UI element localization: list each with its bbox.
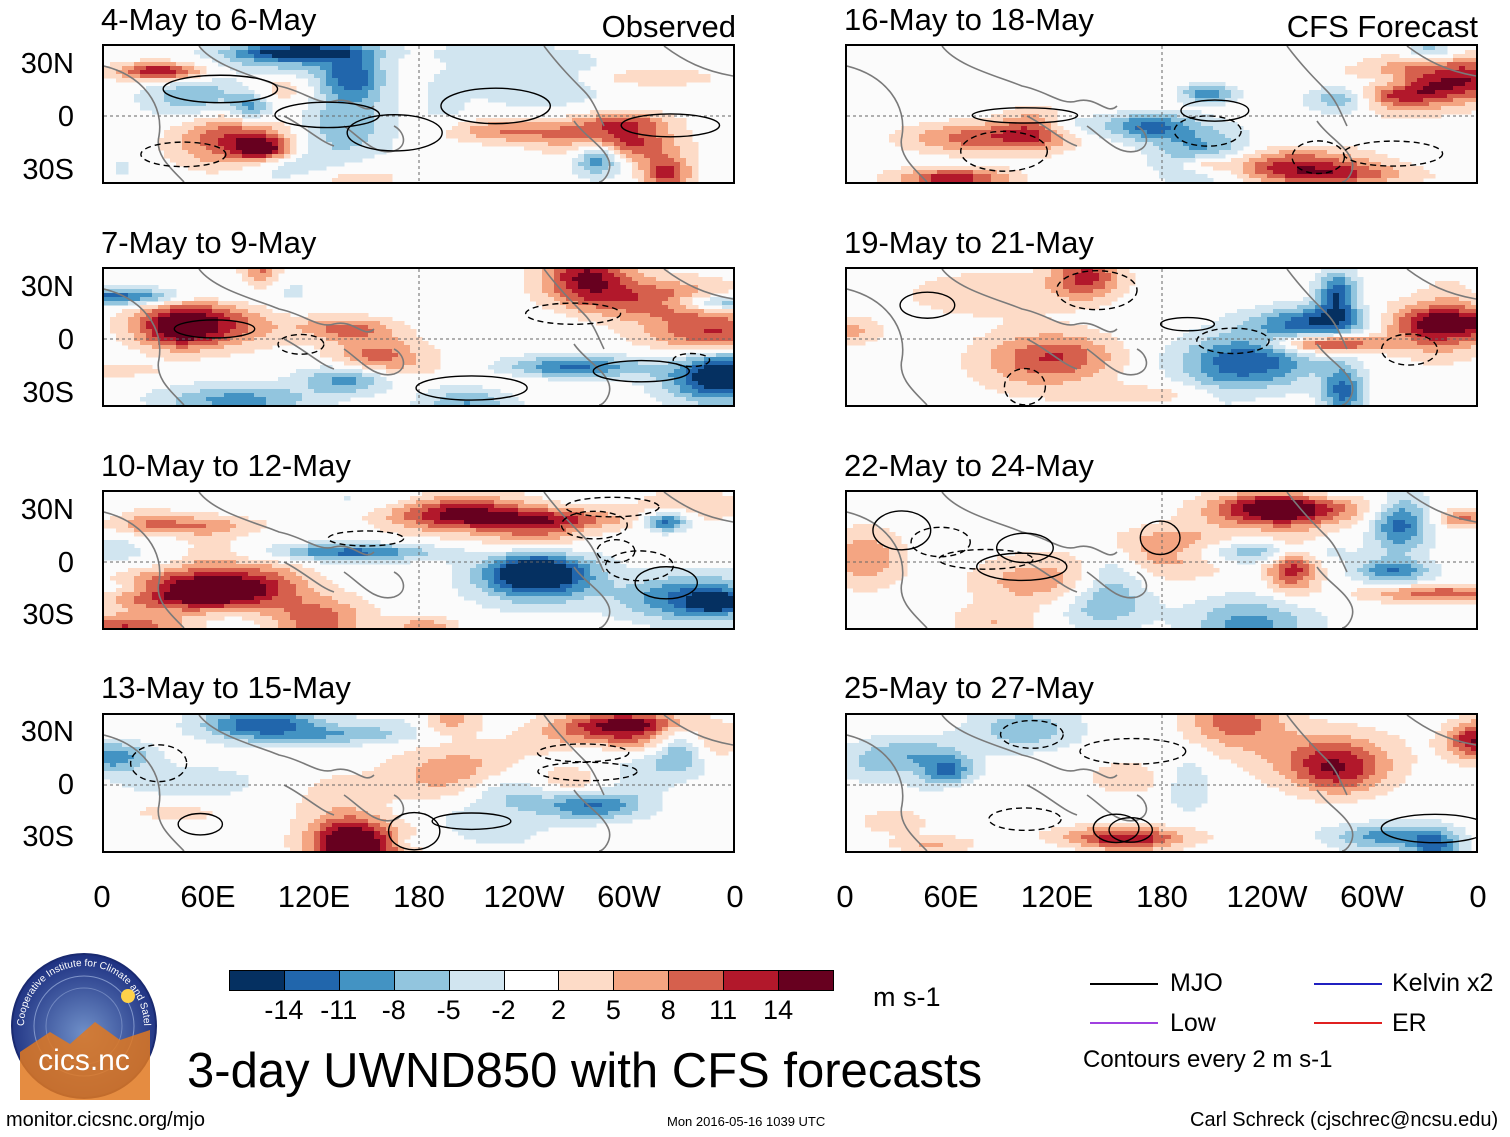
map-panel-2 [102,267,735,407]
lat-label-30n: 30N [20,271,74,303]
lon-label: 180 [1136,879,1188,914]
lat-label-eq: 0 [57,547,74,579]
colorbar [229,970,834,991]
lat-label-30s: 30S [22,377,74,409]
lon-label: 60E [180,879,236,914]
lat-label-eq: 0 [57,769,74,801]
colorbar-tick-label: -5 [436,995,461,1025]
lon-label: 0 [726,879,744,914]
colorbar-tick-label: 2 [550,995,566,1025]
colorbar-tick-label: -2 [491,995,516,1025]
lat-label-eq: 0 [57,324,74,356]
lon-label: 120E [277,879,351,914]
colorbar-tick-label: 11 [709,995,738,1025]
panel-title-3: 10-May to 12-May [101,448,351,483]
colorbar-tick-label: 5 [605,995,621,1025]
colorbar-swatch [668,970,725,991]
panel-title-1: 4-May to 6-May [101,2,317,37]
main-title: 3-day UWND850 with CFS forecasts [187,1044,983,1098]
legend-line-er [1314,1022,1382,1024]
colorbar-tick-label: 14 [763,995,794,1025]
lon-label: 60W [1340,879,1404,914]
panel-title-6: 19-May to 21-May [844,225,1094,260]
lon-label: 120W [483,879,565,914]
colorbar-swatch [613,970,670,991]
colorbar-tick-label: -8 [381,995,406,1025]
legend-line-mjo [1090,983,1158,985]
map-panel-5 [845,44,1478,184]
lon-label: 0 [836,879,854,914]
lat-label-30n: 30N [20,494,74,526]
lon-label: 0 [93,879,111,914]
colorbar-swatch [283,970,340,991]
colorbar-tick-label: -14 [264,995,304,1025]
panel-title-8: 25-May to 27-May [844,670,1094,705]
footer-timestamp: Mon 2016-05-16 1039 UTC [667,1114,826,1129]
footer-url[interactable]: monitor.cicsnc.org/mjo [6,1109,205,1131]
lat-label-eq: 0 [57,101,74,133]
lat-label-30s: 30S [22,599,74,631]
legend-label-low: Low [1170,1009,1216,1037]
lon-label: 120W [1226,879,1308,914]
lat-label-30s: 30S [22,821,74,853]
observed-column-title: Observed [601,9,736,44]
legend-line-kelvin [1314,983,1382,985]
lon-label: 60W [597,879,661,914]
map-panel-8 [845,713,1478,853]
lon-label: 120E [1020,879,1094,914]
legend-label-kelvin: Kelvin x2 [1392,969,1494,997]
lat-label-30n: 30N [20,48,74,80]
footer-author: Carl Schreck (cjschrec@ncsu.edu) [1190,1109,1499,1131]
map-panel-3 [102,490,735,630]
map-panel-6 [845,267,1478,407]
forecast-column-title: CFS Forecast [1286,9,1478,44]
colorbar-swatch [503,970,560,991]
legend-note: Contours every 2 m s-1 [1083,1046,1333,1073]
colorbar-units: m s-1 [873,982,941,1012]
panel-title-4: 13-May to 15-May [101,670,351,705]
colorbar-swatch [393,970,450,991]
colorbar-swatch [448,970,505,991]
colorbar-swatch [229,970,285,991]
map-panel-1 [102,44,735,184]
colorbar-labels: -14 -11 -8 -5 -2 2 5 8 11 14 [0,996,900,1026]
cics-logo: Cooperative Institute for Climate and Sa… [7,944,158,1100]
colorbar-swatch [778,970,834,991]
lon-label: 180 [393,879,445,914]
colorbar-swatch [338,970,395,991]
logo-text: cics.nc [38,1044,130,1077]
colorbar-tick-label: 8 [660,995,676,1025]
map-panel-7 [845,490,1478,630]
lat-label-30s: 30S [22,154,74,186]
lon-label: 0 [1469,879,1487,914]
legend-line-low [1090,1022,1158,1024]
panel-title-5: 16-May to 18-May [844,2,1094,37]
colorbar-tick-label: -11 [320,995,358,1025]
legend-label-er: ER [1392,1009,1427,1037]
colorbar-swatch [723,970,780,991]
lon-label: 60E [923,879,979,914]
map-panel-4 [102,713,735,853]
colorbar-swatch [558,970,615,991]
legend-label-mjo: MJO [1170,969,1223,997]
panel-title-2: 7-May to 9-May [101,225,317,260]
lat-label-30n: 30N [20,716,74,748]
panel-title-7: 22-May to 24-May [844,448,1094,483]
